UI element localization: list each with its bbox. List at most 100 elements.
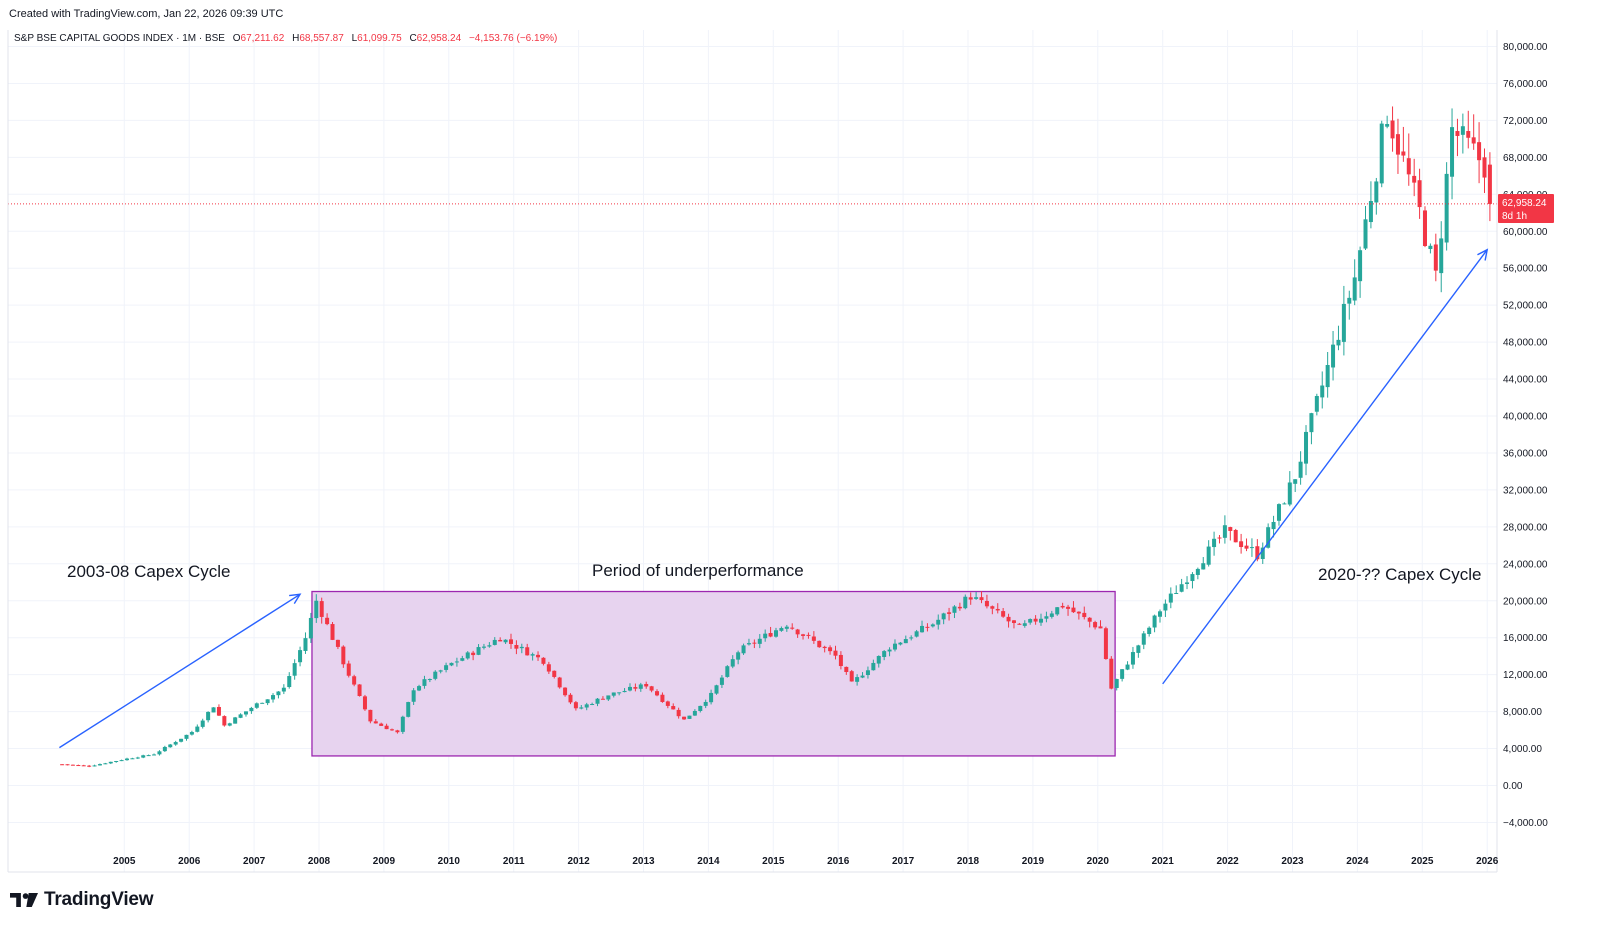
candle-body <box>860 675 865 678</box>
candle-body <box>774 630 778 637</box>
candle-body <box>1049 613 1054 617</box>
candle-body <box>254 703 259 708</box>
candle-body <box>1163 603 1168 611</box>
candle-body <box>1082 612 1087 618</box>
candle-body <box>719 677 724 685</box>
candle-body <box>611 692 616 696</box>
candle-body <box>655 691 660 696</box>
candle-body <box>1309 413 1314 433</box>
y-axis[interactable]: 80,000.0076,000.0072,000.0068,000.0064,0… <box>1503 42 1548 829</box>
candle-body <box>1314 396 1319 412</box>
candle-body <box>909 637 914 639</box>
candle-body <box>514 645 519 649</box>
candle-body <box>1147 627 1152 634</box>
candle-body <box>233 717 238 724</box>
arrow-2003-08-cycle-shaft <box>59 593 301 749</box>
candle-body <box>579 707 584 709</box>
candle-body <box>546 664 551 672</box>
candle-body <box>968 597 973 600</box>
candle-body <box>795 629 800 635</box>
candle-body <box>849 671 854 682</box>
candle-body <box>108 761 113 764</box>
candle-body <box>947 612 952 614</box>
candle-body <box>709 692 714 703</box>
candle-body <box>1239 541 1244 548</box>
candle-body <box>1206 546 1211 565</box>
candle-body <box>1066 606 1071 609</box>
candle-body <box>471 652 476 656</box>
y-tick-label: 16,000.00 <box>1503 633 1548 644</box>
candle-body <box>422 679 427 686</box>
legend-high-value: 68,557.87 <box>299 33 344 44</box>
candle-body <box>671 706 676 710</box>
candle-body <box>1071 607 1076 613</box>
arrow-2020-cycle-head <box>1477 248 1489 261</box>
x-tick-label: 2013 <box>632 856 655 867</box>
legend-high-label: H <box>292 33 299 44</box>
candle-body <box>1098 626 1103 629</box>
candle-body <box>1103 628 1108 660</box>
candle-body <box>1195 568 1200 575</box>
candle-body <box>1120 669 1125 679</box>
candle-body <box>1347 297 1352 304</box>
candle-body <box>276 691 281 696</box>
candle-body <box>1423 210 1427 247</box>
candle-body <box>1190 574 1195 582</box>
legend-open-label: O <box>233 33 241 44</box>
candle-body <box>1130 652 1135 665</box>
last-price-value: 62,958.24 <box>1502 198 1547 209</box>
candle-body <box>844 666 849 672</box>
candle-body <box>914 631 919 637</box>
candle-body <box>87 765 92 767</box>
candle-body <box>941 613 946 620</box>
x-axis[interactable]: 2005 2006 2007 2008 2009 2010 2011 2012 2013 2014… <box>113 856 1499 867</box>
candle-body <box>627 686 632 691</box>
candle-body <box>433 671 438 679</box>
candle-body <box>368 709 373 722</box>
candle-body <box>1255 546 1260 560</box>
candle-body <box>346 663 351 676</box>
candle-body <box>649 686 654 691</box>
candle-body <box>936 619 941 625</box>
candle-body <box>876 656 881 664</box>
candle-body <box>779 628 784 631</box>
tradingview-logo-text: TradingView <box>44 889 154 910</box>
candle-body <box>952 606 957 613</box>
candle-body <box>1060 605 1065 608</box>
tradingview-logo[interactable]: TradingView <box>10 889 154 911</box>
candle-body <box>157 751 162 755</box>
candle-body <box>1439 238 1444 274</box>
candle-body <box>865 670 870 676</box>
candle-body <box>1244 545 1249 549</box>
y-tick-label: 68,000.00 <box>1503 153 1548 164</box>
candle-body <box>281 687 286 692</box>
x-tick-label: 2011 <box>503 856 525 867</box>
candle-body <box>730 659 735 667</box>
candle-body <box>81 765 86 767</box>
candle-body <box>400 716 405 732</box>
candle-body <box>189 732 194 735</box>
candle-body <box>963 596 968 609</box>
candle-body <box>1455 131 1460 136</box>
candle-body <box>925 626 930 628</box>
candle-body <box>920 625 925 633</box>
candle-body <box>1212 538 1217 548</box>
candle-body <box>487 645 492 647</box>
candle-body <box>768 633 773 637</box>
y-tick-label: 28,000.00 <box>1503 522 1548 533</box>
candle-body <box>1379 123 1384 184</box>
candle-body <box>1368 201 1373 223</box>
candle-body <box>1417 180 1422 208</box>
x-tick-label: 2023 <box>1281 856 1304 867</box>
candle-body <box>125 758 129 761</box>
candle-body <box>563 687 568 696</box>
legend-close-label: C <box>409 33 416 44</box>
annotation-right: 2020-?? Capex Cycle <box>1318 565 1481 584</box>
candle-body <box>1336 339 1341 346</box>
candle-body <box>238 714 243 718</box>
candle-body <box>1087 617 1092 622</box>
candle-body <box>979 597 984 601</box>
candle-body <box>665 701 670 706</box>
candle-body <box>1450 127 1455 177</box>
